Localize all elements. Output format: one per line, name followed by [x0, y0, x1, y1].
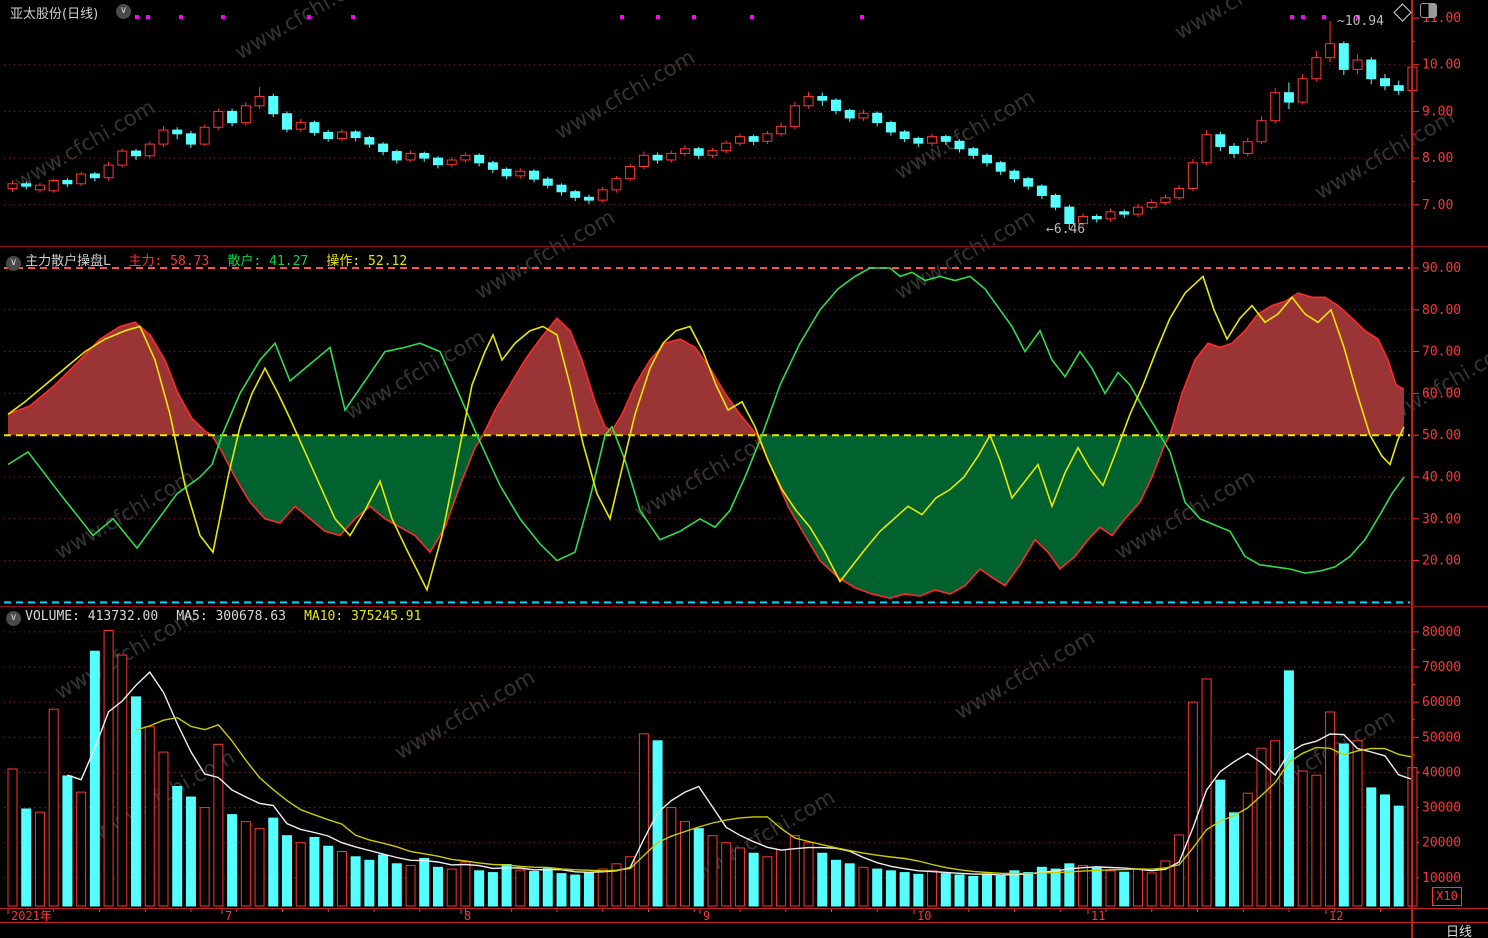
- indicator-value-retail: 散户: 41.27: [227, 254, 309, 269]
- volume-ma10-label: MA10: 375245.91: [304, 609, 422, 624]
- xaxis-month-label: 7: [225, 909, 232, 923]
- xaxis-month-label: 9: [703, 909, 710, 923]
- signal-marker-cai[interactable]: 财: [1031, 230, 1044, 244]
- volume-header: ∨ VOLUME: 413732.00 MA5: 300678.63 MA10:…: [6, 609, 421, 626]
- low-price-annotation: ←6.46: [1046, 222, 1086, 237]
- watermark: www.cfchi.com: [891, 205, 1039, 305]
- svg-text:10000: 10000: [1422, 871, 1461, 886]
- indicator-header: ∨ 主力散户操盘L 主力: 58.73 散户: 41.27 操作: 52.12: [6, 250, 407, 271]
- svg-text:80000: 80000: [1422, 625, 1461, 640]
- panel-separator-2: [0, 606, 1488, 607]
- main-force-line: [7, 292, 1405, 600]
- period-label[interactable]: 日线: [1446, 925, 1473, 938]
- svg-text:80.00: 80.00: [1422, 303, 1461, 318]
- high-price-annotation: ~10.94: [1337, 14, 1384, 29]
- main-force-area-above: [8, 293, 1404, 436]
- svg-text:60.00: 60.00: [1422, 386, 1461, 401]
- indicator-value-main: 主力: 58.73: [128, 254, 210, 269]
- event-dot: [1322, 15, 1326, 19]
- xaxis-month-label: 2021年: [11, 909, 52, 923]
- volume-label: VOLUME: 413732.00: [25, 609, 159, 624]
- event-dot: [1290, 15, 1294, 19]
- indicator-value-op: 操作: 52.12: [326, 254, 408, 269]
- indicator-name[interactable]: 主力散户操盘L: [25, 254, 111, 269]
- watermark: www.cfchi.com: [51, 465, 199, 565]
- svg-text:60000: 60000: [1422, 695, 1461, 710]
- xaxis-month-label: 11: [1091, 909, 1105, 923]
- event-dot: [221, 15, 225, 19]
- candlestick-series: [7, 20, 1418, 231]
- event-dot: [620, 15, 624, 19]
- xaxis-month-label: 12: [1329, 909, 1343, 923]
- axis-divider: [1411, 0, 1413, 938]
- panel-layout-icon[interactable]: [1420, 3, 1437, 18]
- event-dot: [750, 15, 754, 19]
- svg-text:20.00: 20.00: [1422, 554, 1461, 569]
- watermark: www.cfchi.com: [471, 205, 619, 305]
- svg-text:7.00: 7.00: [1422, 198, 1453, 213]
- volume-ma5-line: [67, 671, 1413, 876]
- retail-line: [7, 267, 1405, 574]
- volume-ma5-label: MA5: 300678.63: [176, 609, 286, 624]
- svg-text:70000: 70000: [1422, 660, 1461, 675]
- svg-text:20000: 20000: [1422, 836, 1461, 851]
- event-dot: [146, 15, 150, 19]
- volume-bars: [7, 629, 1418, 907]
- event-dot: [692, 15, 696, 19]
- xaxis-month-label: 10: [917, 909, 931, 923]
- title-chevron-down-icon[interactable]: ∨: [116, 4, 131, 19]
- event-dot: [860, 15, 864, 19]
- watermark: www.cfchi.com: [391, 665, 539, 765]
- indicator-chevron-down-icon[interactable]: ∨: [6, 256, 21, 271]
- event-dot: [351, 15, 355, 19]
- event-dot: [1356, 15, 1360, 19]
- window-title: 亚太股份(日线): [10, 7, 99, 22]
- watermark: www.cfchi.com: [1171, 0, 1319, 44]
- svg-text:30.00: 30.00: [1422, 512, 1461, 527]
- watermark: www.cfchi.com: [551, 45, 699, 145]
- event-dot: [135, 15, 139, 19]
- watermark: www.cfchi.com: [631, 425, 779, 525]
- event-dot: [656, 15, 660, 19]
- volume-chevron-down-icon[interactable]: ∨: [6, 611, 21, 626]
- svg-text:9.00: 9.00: [1422, 104, 1453, 119]
- svg-text:40.00: 40.00: [1422, 470, 1461, 485]
- volume-ma10-line: [135, 716, 1413, 875]
- watermark: www.cfchi.com: [951, 625, 1099, 725]
- xaxis-line: [0, 908, 1488, 909]
- volume-scale-badge: X10: [1432, 887, 1462, 906]
- event-dot: [307, 15, 311, 19]
- xaxis-month-label: 8: [464, 909, 471, 923]
- svg-text:90.00: 90.00: [1422, 261, 1461, 276]
- watermark: www.cfchi.com: [891, 85, 1039, 185]
- signal-marker-jian[interactable]: 减: [653, 230, 666, 244]
- operation-line: [7, 274, 1405, 593]
- watermark: www.cfchi.com: [231, 0, 379, 64]
- event-dot: [179, 15, 183, 19]
- statusbar-line: [0, 922, 1488, 923]
- signal-marker-bang[interactable]: 榜: [85, 230, 98, 244]
- svg-text:8.00: 8.00: [1422, 151, 1453, 166]
- svg-text:10.00: 10.00: [1422, 58, 1461, 73]
- panel-separator-1: [0, 246, 1488, 247]
- main-force-area-below: [212, 435, 1170, 599]
- svg-text:30000: 30000: [1422, 801, 1461, 816]
- svg-text:50.00: 50.00: [1422, 428, 1461, 443]
- svg-text:50000: 50000: [1422, 730, 1461, 745]
- svg-text:40000: 40000: [1422, 765, 1461, 780]
- event-dot: [1301, 15, 1305, 19]
- svg-text:70.00: 70.00: [1422, 345, 1461, 360]
- signal-marker-zhang[interactable]: 涨: [1251, 230, 1264, 244]
